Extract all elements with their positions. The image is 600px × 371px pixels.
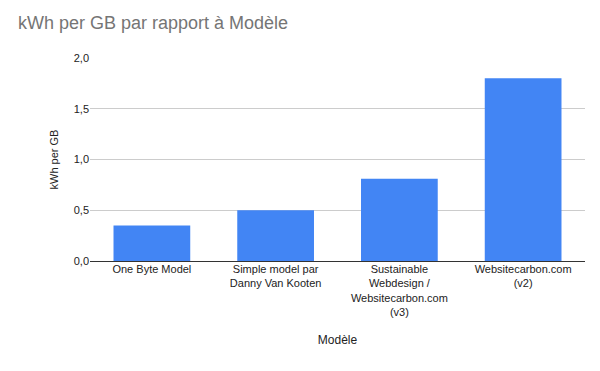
svg-text:kWh per GB: kWh per GB (48, 130, 60, 190)
svg-text:kWh per GB par rapport à Modèl: kWh per GB par rapport à Modèle (18, 13, 288, 33)
svg-text:2,0: 2,0 (74, 52, 89, 64)
svg-text:SustainableWebdesign /Websitec: SustainableWebdesign /Websitecarbon.com(… (351, 263, 448, 318)
svg-text:Websitecarbon.com(v2): Websitecarbon.com(v2) (475, 263, 572, 289)
svg-text:0,0: 0,0 (74, 255, 89, 267)
svg-text:Simple model parDanny Van Koot: Simple model parDanny Van Kooten (230, 263, 322, 289)
svg-text:1,0: 1,0 (74, 153, 89, 165)
svg-text:One Byte Model: One Byte Model (112, 263, 191, 275)
svg-text:1,5: 1,5 (74, 103, 89, 115)
svg-text:Modèle: Modèle (318, 333, 358, 347)
svg-text:0,5: 0,5 (74, 204, 89, 216)
